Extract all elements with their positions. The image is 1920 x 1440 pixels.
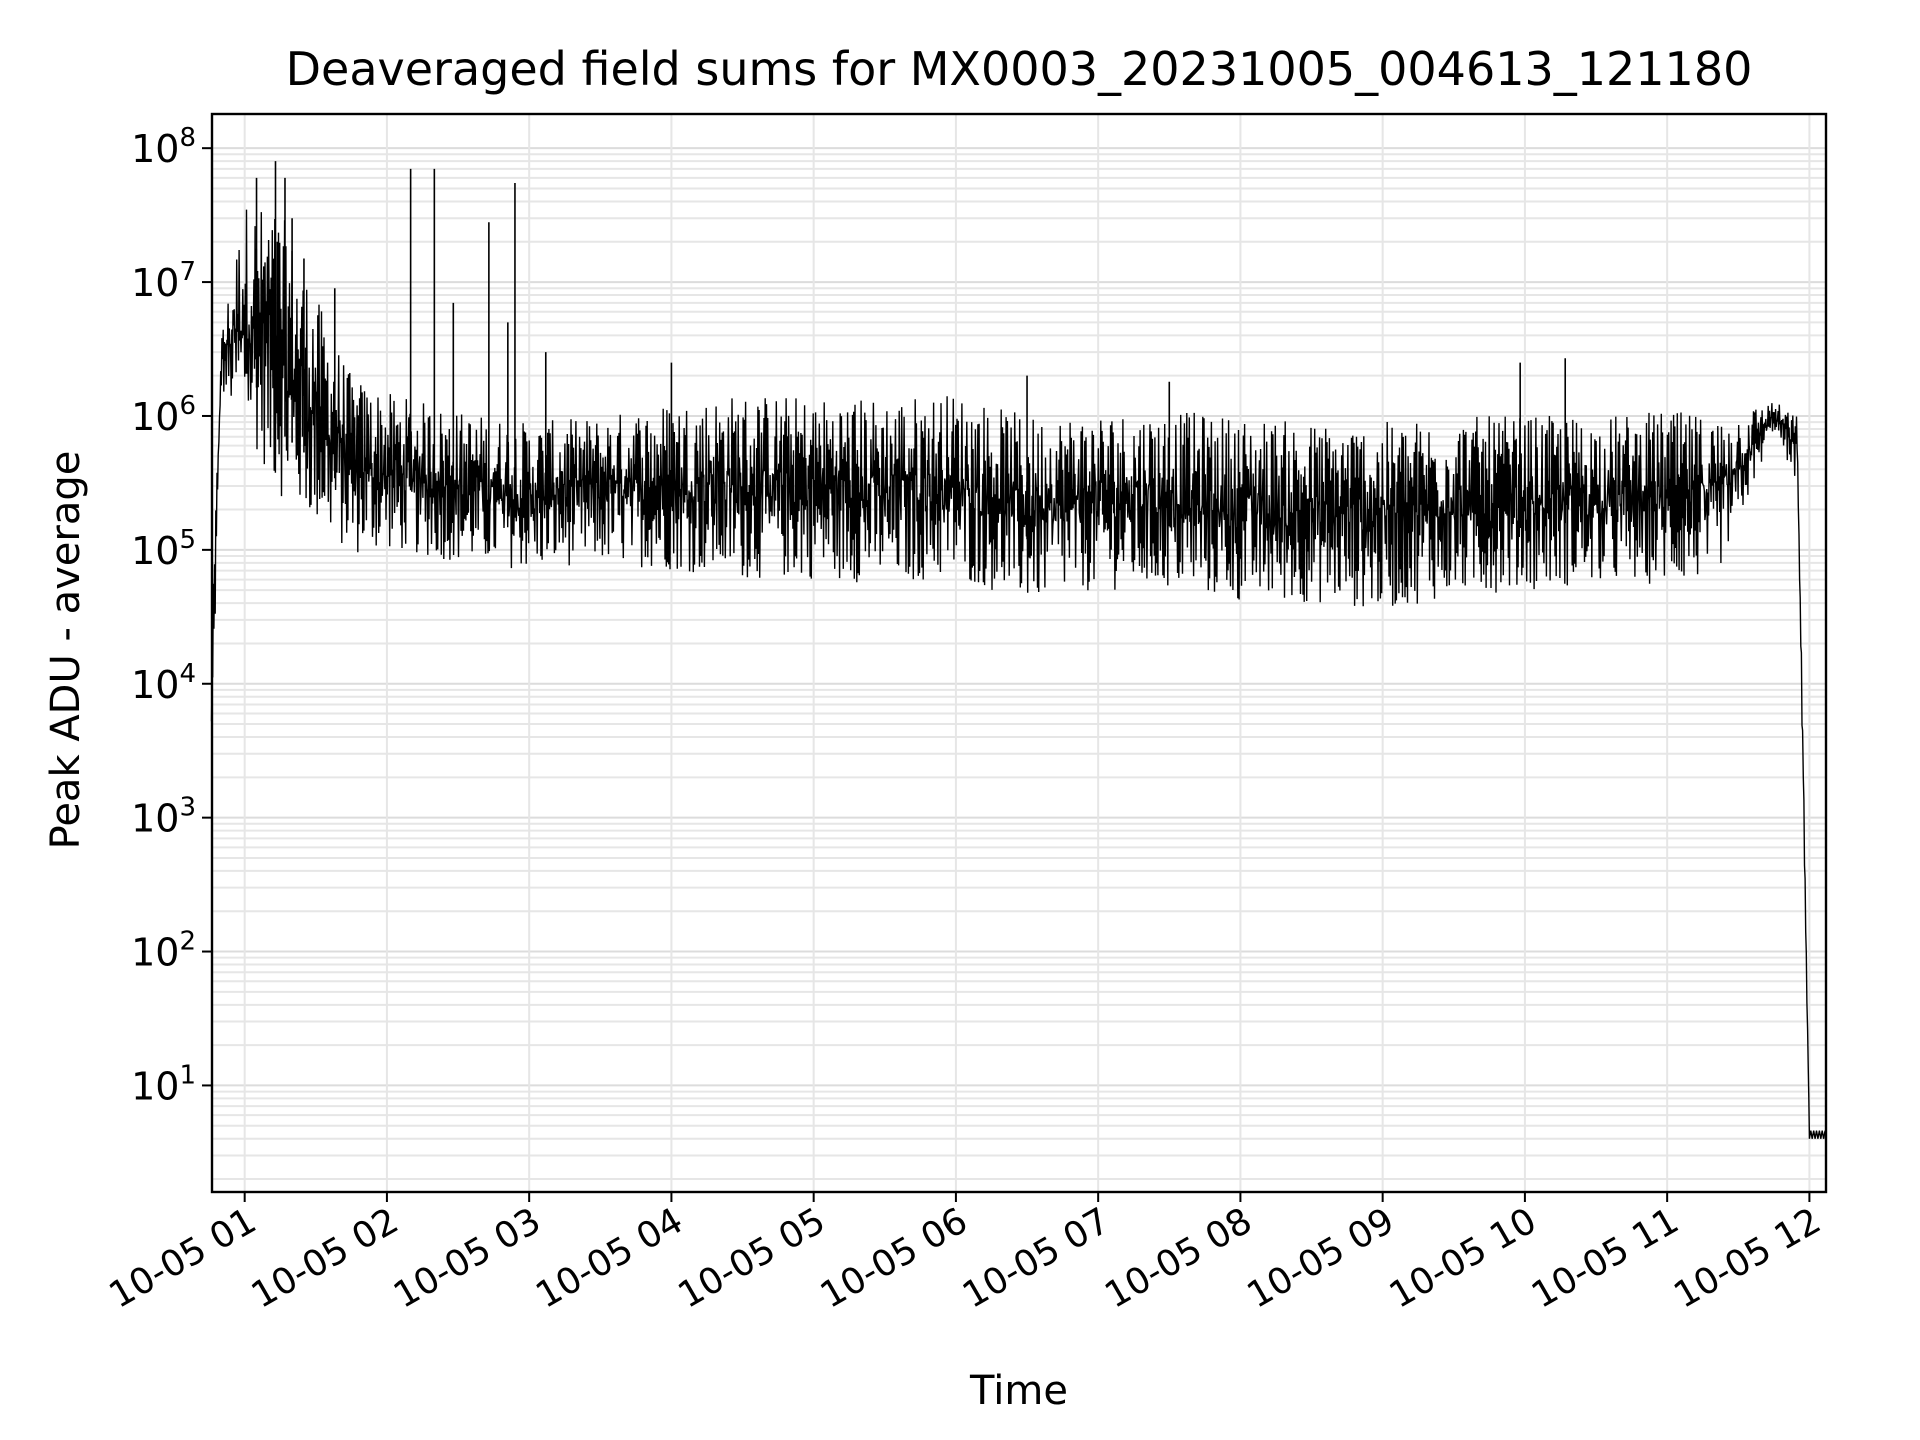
plot-frame xyxy=(210,112,1828,1194)
x-tick-label: 10-05 02 xyxy=(245,1200,406,1316)
x-tick-label: 10-05 12 xyxy=(1667,1200,1828,1316)
x-tick-label: 10-05 07 xyxy=(956,1200,1117,1316)
x-tick-label: 10-05 11 xyxy=(1525,1200,1686,1316)
y-tick-label: 107 xyxy=(131,257,196,305)
y-tick-label: 104 xyxy=(131,659,196,707)
x-tick-label: 10-05 03 xyxy=(387,1200,548,1316)
x-tick-label: 10-05 01 xyxy=(103,1200,264,1316)
y-tick-label: 105 xyxy=(131,525,196,573)
y-tick-label: 106 xyxy=(131,391,196,439)
series-line xyxy=(210,209,1826,1139)
y-tick-label: 101 xyxy=(131,1060,196,1108)
x-tick-label: 10-05 06 xyxy=(814,1200,975,1316)
x-tick-label: 10-05 09 xyxy=(1240,1200,1401,1316)
x-tick-label: 10-05 10 xyxy=(1383,1200,1544,1316)
y-tick-label: 108 xyxy=(131,123,196,171)
x-tick-label: 10-05 04 xyxy=(529,1200,690,1316)
y-tick-label: 102 xyxy=(131,927,196,975)
x-tick-label: 10-05 05 xyxy=(671,1200,832,1316)
x-tick-label: 10-05 08 xyxy=(1098,1200,1259,1316)
y-tick-label: 103 xyxy=(131,793,196,841)
x-axis-label: Time xyxy=(970,1368,1068,1414)
chart-title: Deaveraged field sums for MX0003_2023100… xyxy=(285,42,1753,96)
